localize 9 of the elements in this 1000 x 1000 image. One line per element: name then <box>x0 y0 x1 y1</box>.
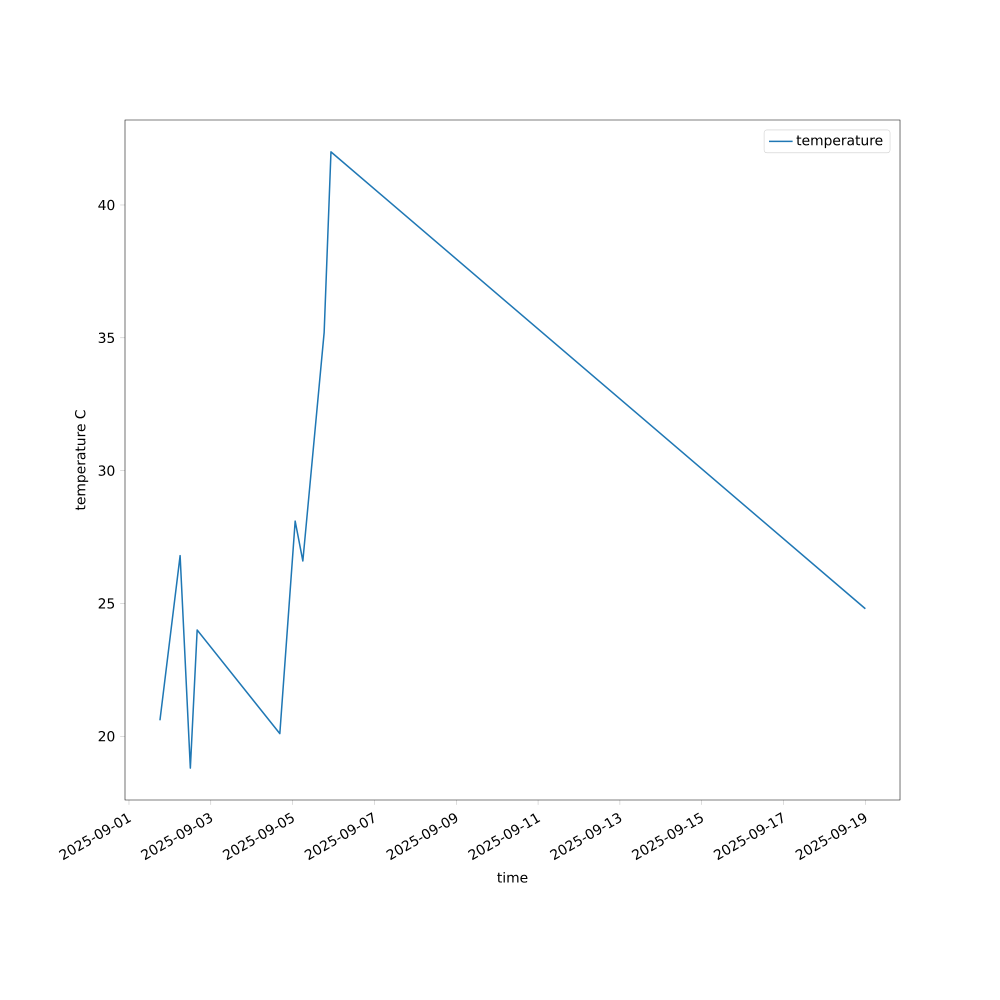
line-series <box>159 151 866 769</box>
x-axis-title: time <box>497 872 528 883</box>
legend-label: temperature <box>796 135 882 148</box>
y-tick-label: 40 <box>98 200 114 210</box>
y-tick-label: 30 <box>98 465 114 476</box>
y-tick-label: 20 <box>98 731 114 742</box>
y-tick-label: 35 <box>98 332 114 344</box>
y-axis-title: temperature C <box>74 410 88 510</box>
y-tick-label: 25 <box>98 598 114 609</box>
